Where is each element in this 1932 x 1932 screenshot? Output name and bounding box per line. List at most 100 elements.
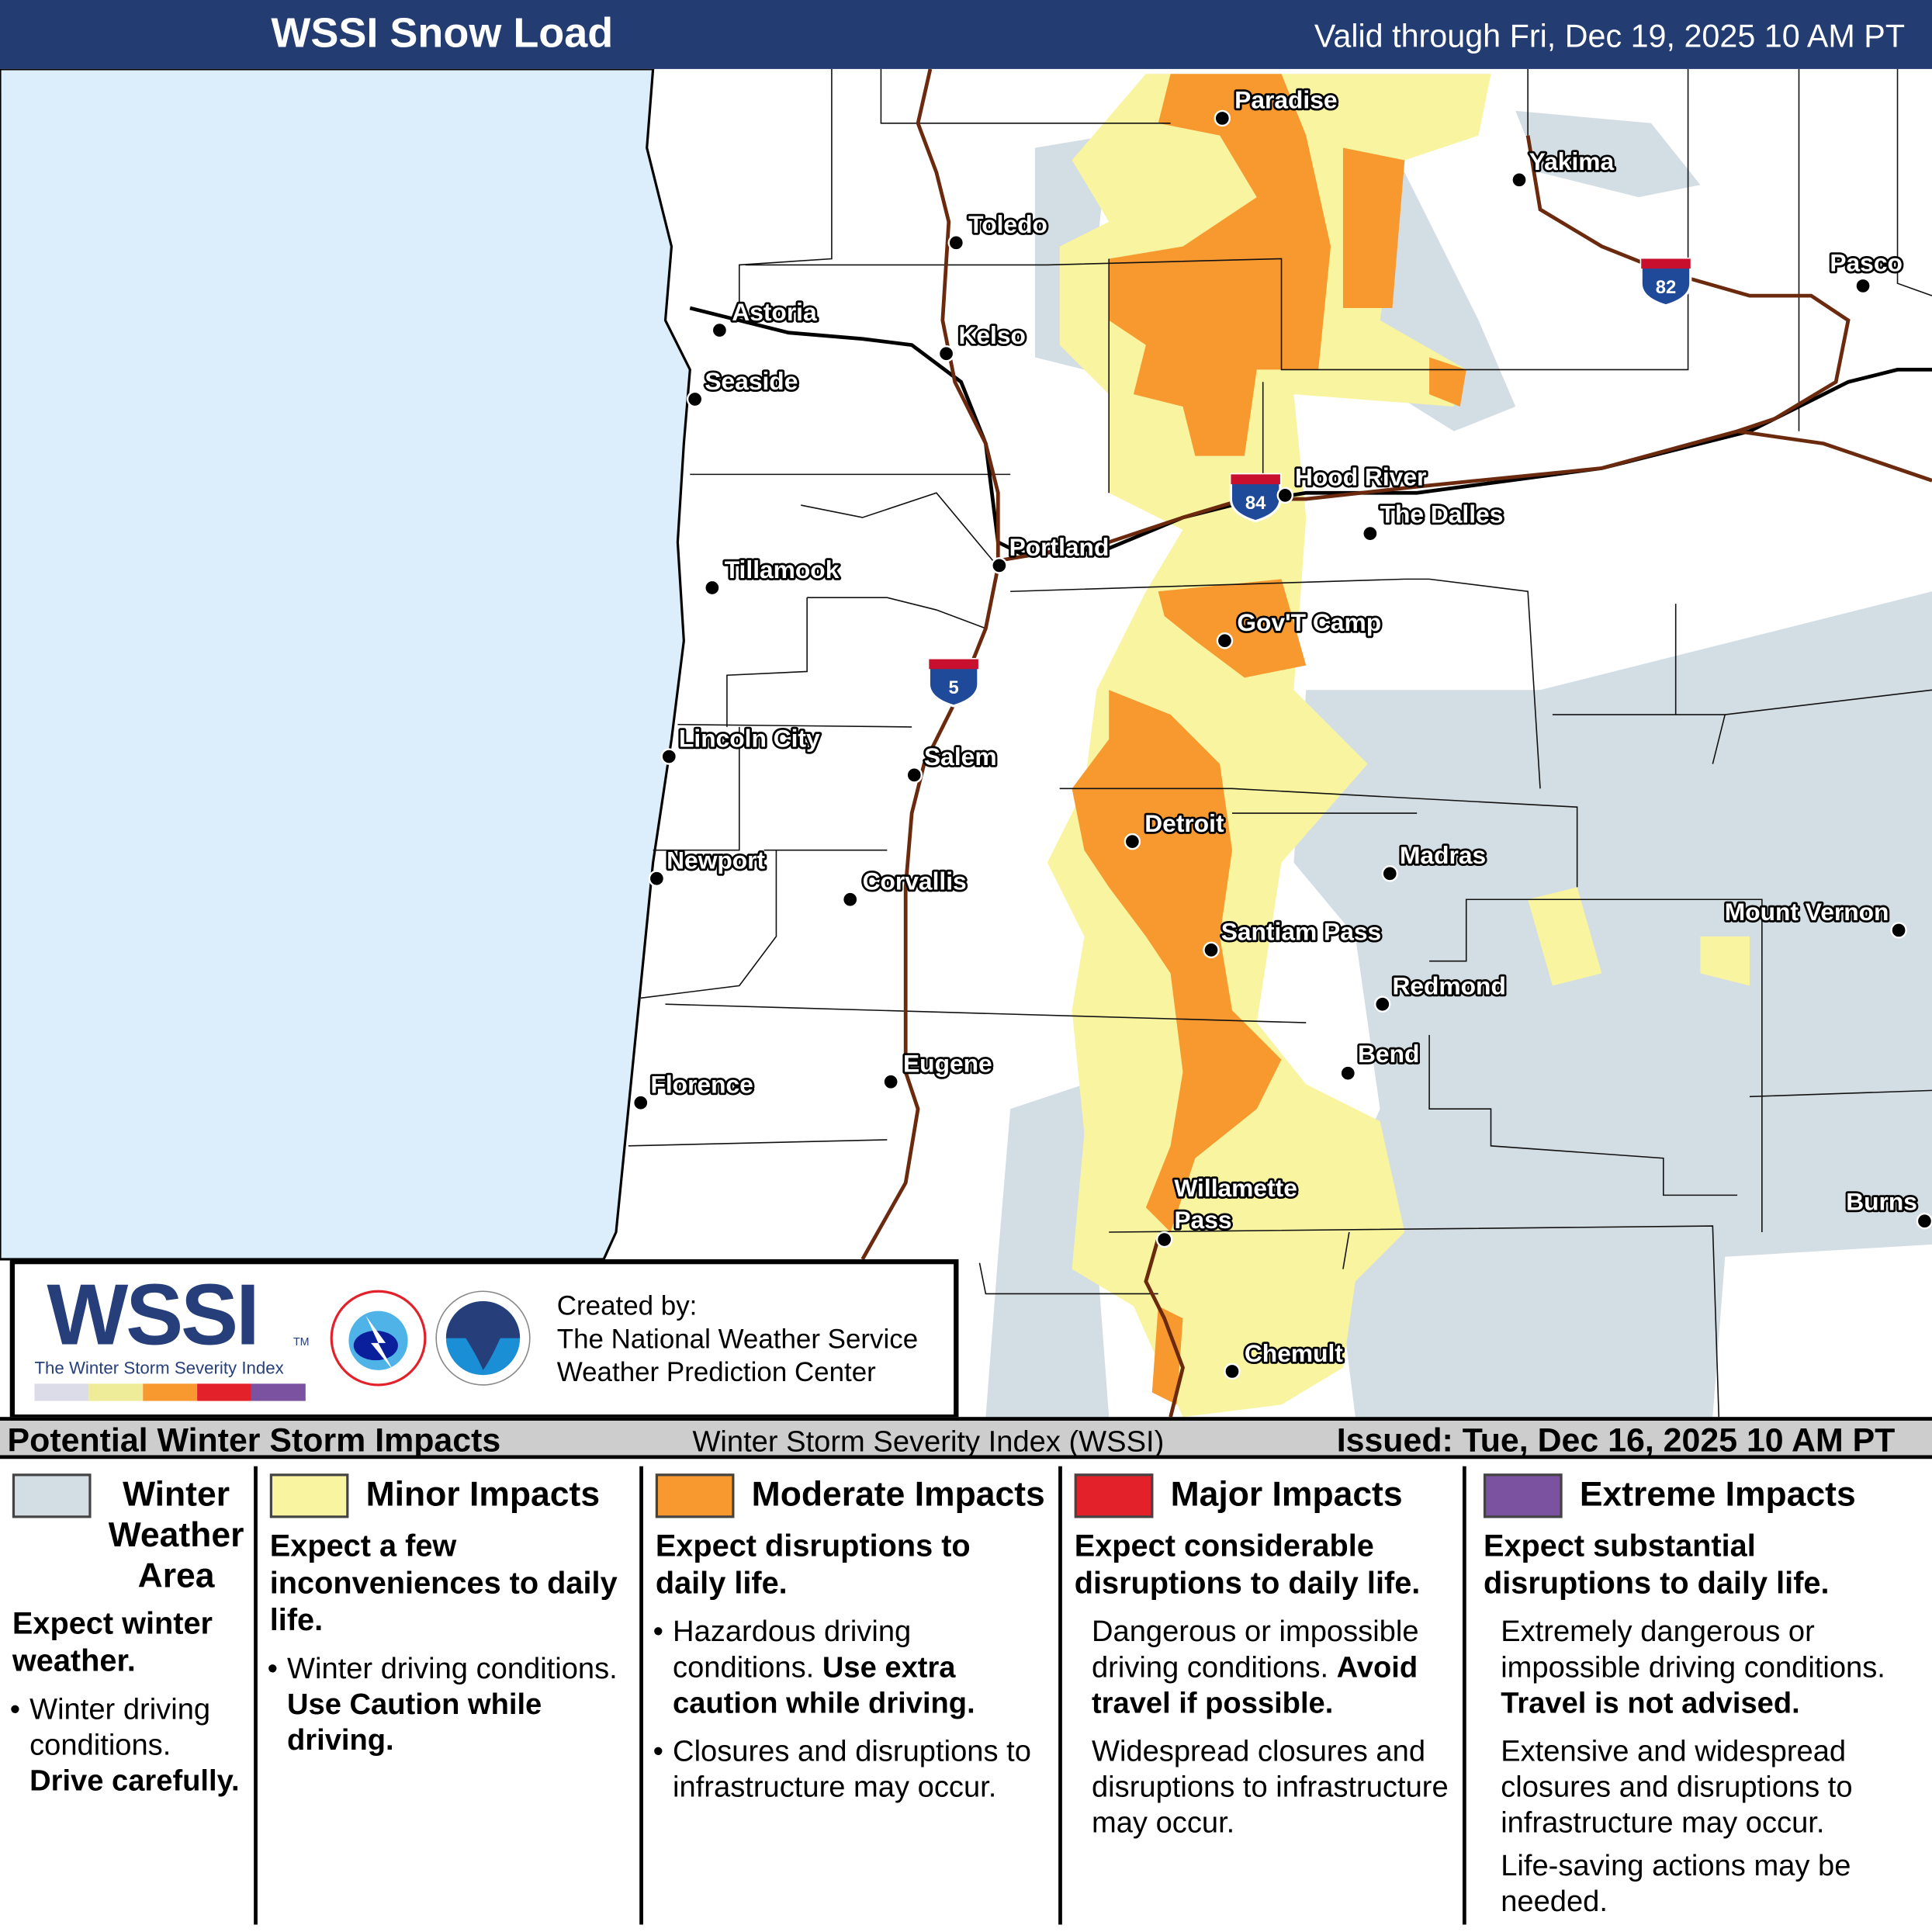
city-label: Astoria [732, 298, 817, 326]
wssi-color-bar [34, 1383, 306, 1401]
city-label: Redmond [1392, 972, 1505, 1000]
city-label: The Dalles [1380, 500, 1504, 528]
city-label: Toledo [968, 210, 1047, 238]
city-dot [1854, 277, 1871, 295]
boundaries [628, 68, 1932, 1418]
impacts-heading: Potential Winter Storm Impacts [7, 1421, 501, 1459]
legend-header: Minor Impacts [269, 1473, 635, 1518]
impact-map[interactable]: 82 84 5 Paradise Yakima Toledo Pasco Astoria… [0, 68, 1932, 1418]
legend-paragraph: Extremely dangerous or impossible drivin… [1501, 1615, 1885, 1720]
city-dot [842, 891, 859, 908]
legend-major-impacts: Major Impacts Expect considerable disrup… [1062, 1459, 1463, 1932]
city-dot [1362, 525, 1379, 542]
legend-header: Winter Weather Area [12, 1473, 249, 1595]
legend-title: Moderate Impacts [751, 1474, 1045, 1514]
city-label: Pasco [1830, 248, 1903, 276]
org-nws: The National Weather Service [556, 1323, 919, 1355]
legend-heading: Expect disruptions to daily life. [655, 1529, 971, 1601]
nws-logo [330, 1290, 427, 1387]
city-label: Corvallis [863, 867, 967, 895]
legend-minor-impacts: Minor Impacts Expect a few inconvenience… [258, 1459, 639, 1932]
city-dot [660, 748, 678, 765]
city-label: Willamette [1174, 1174, 1297, 1202]
city-dot [632, 1094, 649, 1111]
noaa-logo [435, 1290, 531, 1386]
city-dot [937, 345, 955, 362]
interstate-84-label: 84 [1245, 493, 1266, 514]
city-label: Tillamook [725, 556, 840, 583]
interstate-82-shield: 82 [1639, 257, 1692, 307]
ocean [0, 68, 691, 1261]
legend-paragraph: Life-saving actions may be needed. [1501, 1849, 1851, 1919]
swatch-minor [269, 1473, 349, 1518]
city-label: Florence [650, 1071, 753, 1099]
city-dot [947, 234, 965, 251]
interstate-highways [860, 68, 1932, 1418]
city-label: Salem [924, 743, 997, 770]
city-dot [704, 579, 721, 597]
divider [1462, 1466, 1466, 1925]
legend-moderate-impacts: Moderate Impacts Expect disruptions to d… [643, 1459, 1058, 1932]
city-label: Bend [1358, 1040, 1419, 1068]
created-by-label: Created by: [556, 1290, 698, 1321]
interstate-82-label: 82 [1656, 277, 1677, 298]
city-label: Paradise [1234, 86, 1337, 114]
city-label: Hood River [1295, 463, 1426, 491]
legend-bullet: • Hazardous driving conditions. Use extra… [653, 1615, 975, 1720]
city-dot [1124, 833, 1141, 850]
legend-title: Extreme Impacts [1579, 1474, 1856, 1514]
city-dot [1155, 1231, 1173, 1248]
city-label: Lincoln City [679, 724, 820, 752]
legend-paragraph: Dangerous or impossible driving conditio… [1091, 1615, 1419, 1720]
city-label: Chemult [1245, 1339, 1343, 1367]
swatch-winter-weather [12, 1473, 92, 1518]
city-label: Newport [667, 847, 765, 874]
legend-heading: Expect winter weather. [12, 1606, 213, 1678]
interstate-5-shield: 5 [927, 657, 980, 708]
minor-impacts-area [1047, 74, 1750, 1418]
city-dot [1216, 632, 1234, 649]
moderate-impacts-area [1072, 74, 1466, 1405]
city-dot [905, 767, 923, 784]
legend-title: Winter Weather Area [109, 1473, 244, 1595]
swatch-major [1074, 1473, 1154, 1518]
legend-heading: Expect substantial disruptions to daily … [1483, 1529, 1830, 1601]
issued-time: Issued: Tue, Dec 16, 2025 10 AM PT [1336, 1421, 1896, 1459]
winter-weather-area [985, 110, 1932, 1418]
legend-title-line: Weather [108, 1515, 244, 1554]
index-name: Winter Storm Severity Index (WSSI) [692, 1425, 1165, 1459]
legend-winter-weather-area: Winter Weather Area Expect winter weather.… [0, 1459, 254, 1932]
header-bar: WSSI Snow Load Valid through Fri, Dec 19… [0, 0, 1932, 69]
city-dot [1214, 109, 1231, 127]
city-label: Yakima [1529, 147, 1615, 175]
interstate-84-shield: 84 [1229, 473, 1282, 523]
city-dot [1381, 865, 1398, 882]
city-label: Seaside [705, 367, 798, 395]
legend-extreme-impacts: Extreme Impacts Expect substantial disru… [1466, 1459, 1932, 1932]
legend-bullet: • Winter driving conditions. Use Caution … [267, 1652, 618, 1757]
trademark: TM [293, 1335, 310, 1349]
valid-through: Valid through Fri, Dec 19, 2025 10 AM PT [1314, 17, 1906, 54]
swatch-extreme [1483, 1473, 1563, 1518]
page-title: WSSI Snow Load [271, 9, 614, 57]
city-dot [1339, 1065, 1357, 1082]
swatch-moderate [655, 1473, 735, 1518]
city-label: Santiam Pass [1221, 918, 1381, 946]
wssi-logo: WSSI [47, 1266, 260, 1363]
city-dot [882, 1073, 899, 1090]
city-dot [991, 557, 1008, 574]
legend-paragraph: Widespread closures and disruptions to i… [1091, 1734, 1449, 1840]
divider [639, 1466, 643, 1925]
legend-bullet: • Closures and disruptions to infrastruct… [653, 1734, 1031, 1804]
city-label: Detroit [1144, 809, 1224, 837]
legend-paragraph: Extensive and widespread closures and di… [1501, 1734, 1853, 1840]
city-dot [1511, 171, 1528, 189]
divider [254, 1466, 258, 1925]
city-dot [1916, 1213, 1932, 1230]
city-dot [686, 390, 704, 408]
city-label: Madras [1400, 841, 1486, 869]
legend-title-line: Area [137, 1556, 215, 1594]
created-by: Created by: The National Weather Service… [557, 1289, 918, 1389]
city-dot [1276, 486, 1294, 504]
